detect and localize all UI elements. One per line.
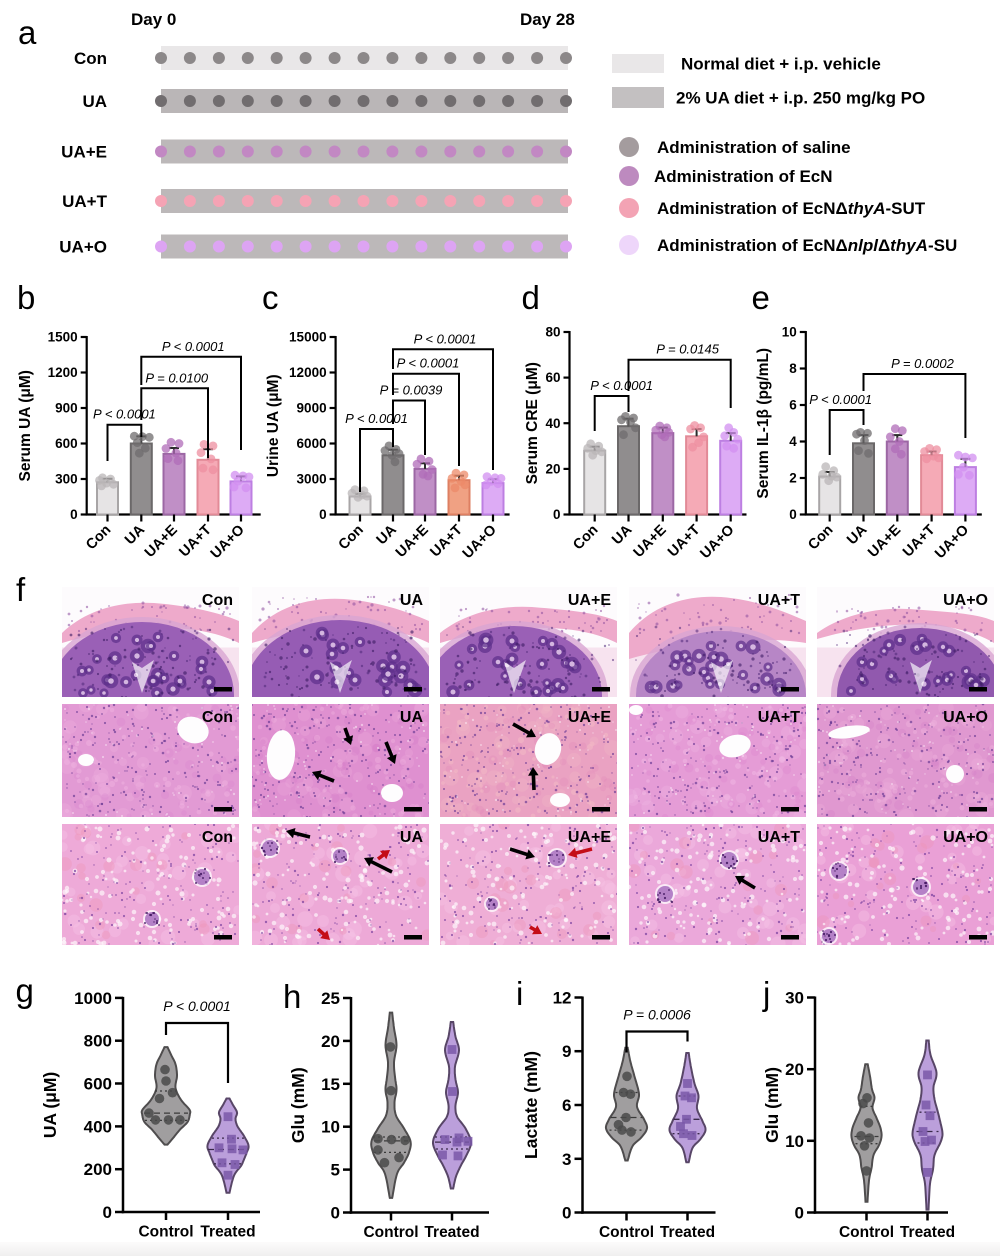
svg-text:P = 0.0100: P = 0.0100 [145,370,209,385]
svg-text:UA+E: UA+E [865,522,904,561]
svg-text:UA: UA [844,522,870,548]
svg-text:UA+O: UA+O [460,522,500,562]
svg-text:1200: 1200 [48,365,78,380]
svg-text:Con: Con [83,522,114,553]
svg-text:Serum UA (μM): Serum UA (μM) [17,370,34,481]
svg-text:P = 0.0002: P = 0.0002 [891,356,955,371]
svg-text:UA+E: UA+E [568,592,611,609]
svg-text:UA: UA [400,592,424,609]
svg-text:15000: 15000 [289,330,327,345]
svg-text:P < 0.0001: P < 0.0001 [162,339,225,354]
svg-text:1500: 1500 [48,330,78,345]
svg-text:0: 0 [70,507,78,522]
svg-text:Urine UA (μM): Urine UA (μM) [265,374,282,477]
svg-text:UA: UA [374,522,400,548]
svg-text:Serum IL-1β (pg/mL): Serum IL-1β (pg/mL) [755,348,772,499]
svg-text:UA+E: UA+E [61,143,107,162]
svg-text:Administration of EcNΔthyA-SUT: Administration of EcNΔthyA-SUT [657,199,926,218]
svg-text:Serum CRE (μM): Serum CRE (μM) [524,362,541,484]
svg-text:UA+T: UA+T [665,522,703,560]
svg-text:UA+O: UA+O [943,592,988,609]
svg-text:2% UA diet + i.p. 250 mg/kg P: 2% UA diet + i.p. 250 mg/kg PO [676,89,925,108]
svg-text:P < 0.0001: P < 0.0001 [397,356,460,371]
svg-text:9000: 9000 [297,401,327,416]
svg-text:40: 40 [545,416,560,431]
svg-text:0: 0 [319,507,327,522]
svg-text:UA+T: UA+T [427,522,465,560]
svg-text:8: 8 [789,361,797,376]
svg-text:Con: Con [202,829,233,846]
svg-text:Normal diet + i.p. vehicle: Normal diet + i.p. vehicle [681,55,881,74]
svg-text:Administration of saline: Administration of saline [657,138,851,157]
svg-text:6: 6 [789,398,797,413]
svg-text:UA+E: UA+E [631,522,670,561]
svg-text:6000: 6000 [297,436,327,451]
svg-text:UA: UA [122,522,148,548]
svg-text:P < 0.0001: P < 0.0001 [93,407,156,422]
svg-text:4: 4 [789,434,797,449]
svg-text:P < 0.0001: P < 0.0001 [809,392,872,407]
svg-text:20: 20 [545,461,560,476]
svg-text:UA: UA [609,522,635,548]
svg-text:Day 28: Day 28 [520,10,575,29]
svg-text:3000: 3000 [297,472,327,487]
svg-text:UA+T: UA+T [62,192,107,211]
svg-text:60: 60 [545,370,560,385]
svg-text:900: 900 [55,401,78,416]
svg-text:UA+E: UA+E [568,709,611,726]
svg-text:Con: Con [570,522,601,553]
svg-text:10: 10 [782,325,797,340]
svg-text:12000: 12000 [289,365,327,380]
svg-text:P = 0.0145: P = 0.0145 [656,342,720,357]
svg-text:Con: Con [202,592,233,609]
svg-text:UA: UA [400,709,424,726]
svg-text:300: 300 [55,472,78,487]
svg-text:P < 0.0001: P < 0.0001 [414,331,477,346]
svg-text:Day 0: Day 0 [131,10,176,29]
svg-text:UA+O: UA+O [208,522,248,562]
svg-text:UA+O: UA+O [59,238,107,257]
svg-text:Administration of EcN: Administration of EcN [654,167,833,186]
svg-text:Con: Con [74,49,107,68]
svg-text:UA+T: UA+T [900,522,938,560]
svg-text:Con: Con [336,522,367,553]
svg-text:UA+E: UA+E [142,522,181,561]
svg-text:P = 0.0039: P = 0.0039 [380,383,443,398]
svg-text:Administration of EcNΔnlplΔthy: Administration of EcNΔnlplΔthyA-SU [657,236,957,255]
svg-text:600: 600 [55,436,78,451]
svg-text:UA+O: UA+O [697,522,737,562]
svg-text:UA: UA [400,829,424,846]
svg-text:2: 2 [789,471,797,486]
svg-text:UA+E: UA+E [568,829,611,846]
svg-text:Con: Con [805,522,836,553]
svg-text:UA+T: UA+T [758,709,800,726]
svg-text:P < 0.0001: P < 0.0001 [590,378,653,393]
svg-text:UA+E: UA+E [393,522,432,561]
svg-text:Con: Con [202,709,233,726]
svg-text:0: 0 [789,507,797,522]
svg-text:UA+T: UA+T [176,522,214,560]
svg-text:UA+T: UA+T [758,592,800,609]
svg-text:80: 80 [545,325,560,340]
svg-text:0: 0 [553,507,561,522]
svg-text:P < 0.0001: P < 0.0001 [345,411,408,426]
svg-text:UA+O: UA+O [932,522,972,562]
svg-text:UA+O: UA+O [943,709,988,726]
svg-text:UA: UA [82,92,107,111]
